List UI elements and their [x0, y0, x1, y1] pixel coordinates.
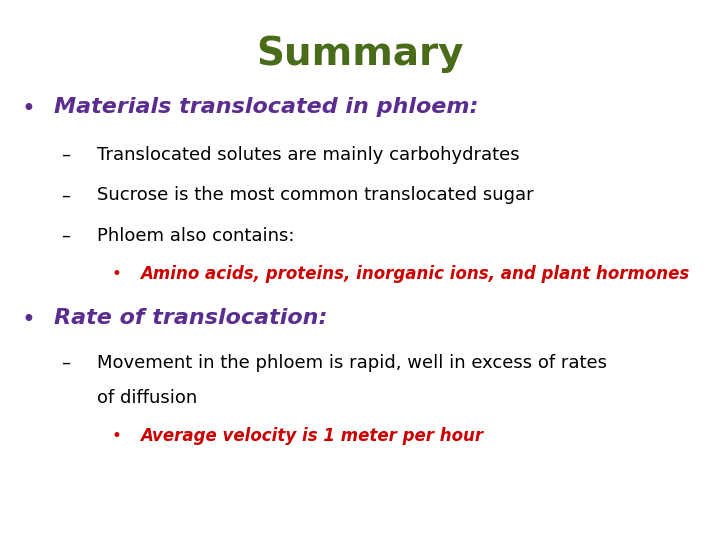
Text: Average velocity is 1 meter per hour: Average velocity is 1 meter per hour [140, 427, 484, 444]
Text: Translocated solutes are mainly carbohydrates: Translocated solutes are mainly carbohyd… [97, 146, 520, 164]
Text: Amino acids, proteins, inorganic ions, and plant hormones: Amino acids, proteins, inorganic ions, a… [140, 265, 690, 282]
Text: –: – [61, 354, 71, 372]
Text: –: – [61, 186, 71, 204]
Text: •: • [22, 308, 35, 332]
Text: Rate of translocation:: Rate of translocation: [54, 308, 328, 328]
Text: Summary: Summary [256, 35, 464, 73]
Text: Movement in the phloem is rapid, well in excess of rates: Movement in the phloem is rapid, well in… [97, 354, 607, 372]
Text: •: • [22, 97, 35, 121]
Text: –: – [61, 146, 71, 164]
Text: •: • [112, 427, 122, 444]
Text: –: – [61, 227, 71, 245]
Text: Phloem also contains:: Phloem also contains: [97, 227, 294, 245]
Text: •: • [112, 265, 122, 282]
Text: Sucrose is the most common translocated sugar: Sucrose is the most common translocated … [97, 186, 534, 204]
Text: Materials translocated in phloem:: Materials translocated in phloem: [54, 97, 478, 117]
Text: of diffusion: of diffusion [97, 389, 197, 407]
